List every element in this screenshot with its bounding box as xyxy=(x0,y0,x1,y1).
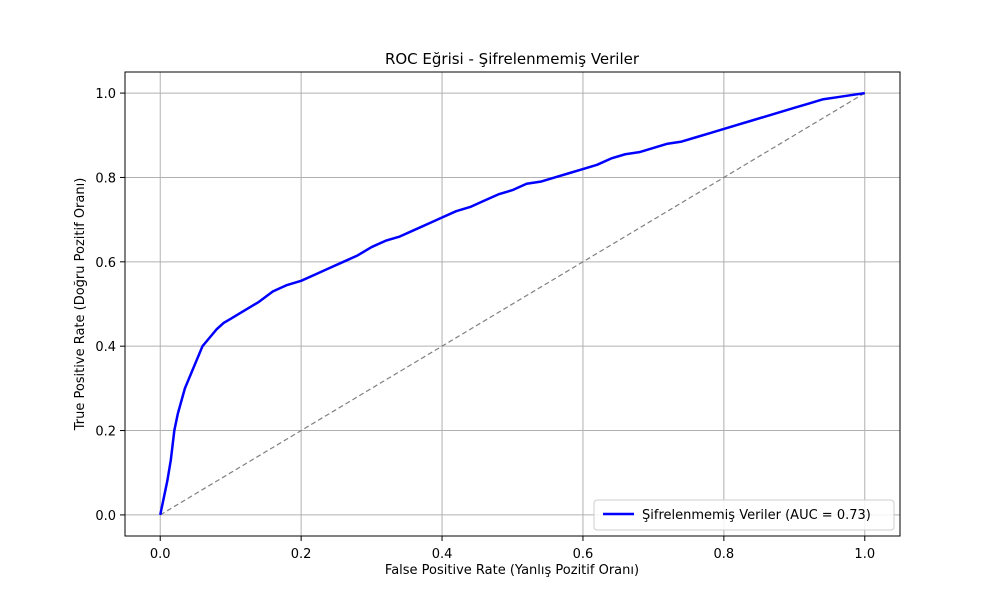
y-tick-label: 0.6 xyxy=(95,256,116,271)
y-tick-label: 0.2 xyxy=(95,425,116,440)
tick-layer: 0.0 0.2 0.4 0.6 0.8 1.0 0.0 0.2 0.4 0.6 0.8 1.0 xyxy=(95,87,875,562)
y-axis-title: True Positive Rate (Doğru Pozitif Oranı) xyxy=(73,178,88,432)
x-tick-label: 0.2 xyxy=(291,547,312,562)
y-tick-label: 0.4 xyxy=(95,340,116,355)
x-tick-label: 0.4 xyxy=(432,547,453,562)
grid-layer xyxy=(125,72,900,536)
legend: Şifrelenmemiş Veriler (AUC = 0.73) xyxy=(593,499,895,531)
y-tick-label: 0.8 xyxy=(95,171,116,186)
series-layer xyxy=(159,91,866,516)
legend-box xyxy=(593,499,895,531)
x-axis-title: False Positive Rate (Yanlış Pozitif Oran… xyxy=(385,563,639,578)
x-tick-label: 1.0 xyxy=(854,547,875,562)
plot-frame xyxy=(124,71,901,537)
diagonal-reference-line xyxy=(159,92,866,516)
legend-label: Şifrelenmemiş Veriler (AUC = 0.73) xyxy=(642,508,871,523)
x-tick-label: 0.6 xyxy=(573,547,594,562)
chart-title: ROC Eğrisi - Şifrelenmemiş Veriler xyxy=(385,50,640,68)
roc-curve-line xyxy=(159,91,865,516)
x-tick-label: 0.8 xyxy=(714,547,735,562)
y-tick-label: 0.0 xyxy=(95,509,116,524)
x-tick-label: 0.0 xyxy=(150,547,171,562)
y-tick-label: 1.0 xyxy=(95,87,116,102)
